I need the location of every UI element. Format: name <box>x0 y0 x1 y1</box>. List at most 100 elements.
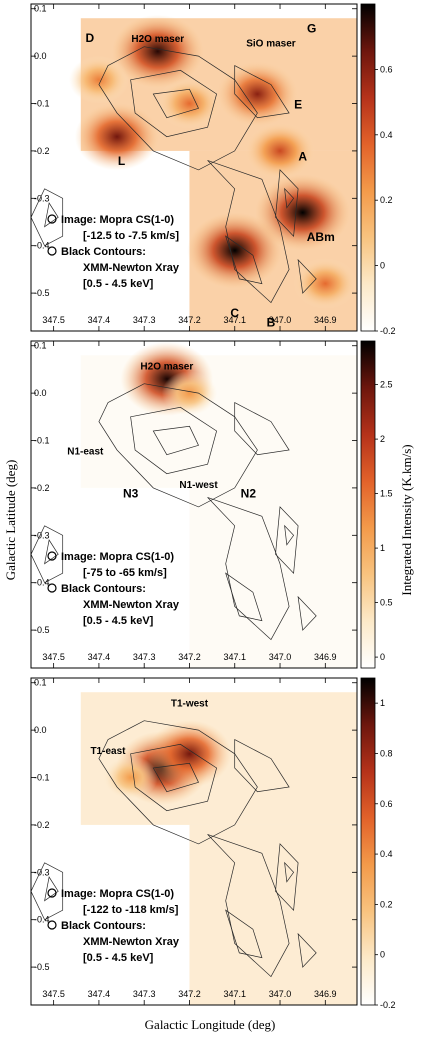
emission-peak <box>74 102 160 171</box>
colorbar-tick-label: 0.4 <box>380 849 393 859</box>
x-tick-label: 347.5 <box>42 315 65 325</box>
legend-line: [-122 to -118 km/s] <box>83 904 179 916</box>
x-tick-label: 347.3 <box>133 652 156 662</box>
xray-contour <box>297 932 317 968</box>
emission-peak <box>216 61 298 127</box>
xray-contour <box>297 258 317 294</box>
x-tick-label: 347.0 <box>269 315 292 325</box>
x-tick-label: 347.1 <box>223 989 246 999</box>
legend-marker <box>47 920 57 930</box>
legend-line: [-75 to -65 km/s] <box>83 567 167 579</box>
xray-contour <box>152 88 199 119</box>
xray-contour <box>152 425 199 456</box>
legend-line: Black Contours: <box>61 920 146 932</box>
x-tick-label: 347.0 <box>269 989 292 999</box>
x-tick-label: 347.1 <box>223 652 246 662</box>
xray-contour <box>130 743 218 812</box>
legend-line: XMM-Newton Xray <box>83 599 180 611</box>
y-tick-label: -0.1 <box>34 99 50 109</box>
panel-top: 347.5 347.4 347.3 347.2 347.1 347.0 346.9 0.1 0.… <box>30 3 396 336</box>
x-tick-label: 347.0 <box>269 652 292 662</box>
xray-contour <box>98 46 258 171</box>
colorbar-tick-label: 0.8 <box>380 748 393 758</box>
legend-line: XMM-Newton Xray <box>83 936 180 948</box>
annotation-label: C <box>230 306 239 320</box>
colorbar-tick-label: 1 <box>380 543 385 553</box>
colorbar <box>360 3 376 332</box>
y-tick-label: -0.2 <box>34 483 50 493</box>
y-axis-label: Galactic Latitude (deg) <box>3 460 18 581</box>
panel-frame <box>30 340 358 669</box>
x-axis-label: Galactic Longitude (deg) <box>145 1017 276 1032</box>
y-tick-label: -0.4 <box>34 578 50 588</box>
emission-peak <box>293 258 357 310</box>
legend-marker <box>47 551 57 561</box>
xray-contour <box>44 876 59 902</box>
xray-contour <box>275 169 299 237</box>
legend-marker <box>47 246 57 256</box>
panel-frame <box>30 3 358 332</box>
xray-contour <box>207 160 290 304</box>
xray-contour <box>98 720 258 845</box>
annotation-label: N3 <box>123 486 139 500</box>
xray-contour <box>275 843 299 911</box>
y-tick-label: 0.0 <box>34 388 47 398</box>
annotation-label: L <box>118 154 125 168</box>
y-tick-label: 0.1 <box>34 678 47 688</box>
y-tick-label: -0.1 <box>34 773 50 783</box>
emission-peak <box>103 755 158 800</box>
annotation-label: N1-east <box>67 447 104 458</box>
colorbar-tick-label: 0 <box>380 652 385 662</box>
panel-bottom: 347.5 347.4 347.3 347.2 347.1 347.0 346.9 0.1 0.… <box>30 677 396 1010</box>
annotation-label: N1-west <box>179 480 218 491</box>
xray-contour <box>31 188 64 247</box>
legend-line: Image: Mopra CS(1-0) <box>61 551 174 563</box>
xray-contour <box>31 862 64 921</box>
legend-line: Image: Mopra CS(1-0) <box>61 888 174 900</box>
xray-contour <box>225 572 263 622</box>
panel-frame <box>30 677 358 1006</box>
colorbar-tick-label: 0.2 <box>380 899 393 909</box>
colorbar-tick-label: 0.5 <box>380 598 393 608</box>
colorbar <box>360 340 376 669</box>
xray-contour <box>207 834 290 978</box>
x-tick-label: 347.3 <box>133 989 156 999</box>
x-tick-label: 347.5 <box>42 652 65 662</box>
legend-line: XMM-Newton Xray <box>83 262 180 274</box>
y-tick-label: -0.5 <box>34 625 50 635</box>
annotation-label: A <box>298 149 307 163</box>
x-tick-label: 347.4 <box>88 652 111 662</box>
legend-line: [-12.5 to -7.5 km/s] <box>83 230 179 242</box>
y-tick-label: -0.1 <box>34 436 50 446</box>
annotation-label: H2O maser <box>140 361 193 372</box>
y-tick-label: -0.5 <box>34 962 50 972</box>
x-tick-label: 347.1 <box>223 315 246 325</box>
xray-contour <box>130 406 218 475</box>
xray-contour <box>44 202 59 228</box>
y-tick-label: -0.4 <box>34 241 50 251</box>
y-tick-label: -0.2 <box>34 820 50 830</box>
xray-contour <box>207 497 290 641</box>
emission-peak <box>68 55 129 104</box>
colorbar-tick-label: 0 <box>380 950 385 960</box>
y-tick-label: -0.4 <box>34 915 50 925</box>
x-tick-label: 347.3 <box>133 315 156 325</box>
x-tick-label: 347.5 <box>42 989 65 999</box>
xray-contour <box>225 235 263 285</box>
xray-contour <box>234 739 290 793</box>
legend-line: [0.5 - 4.5 keV] <box>83 952 154 964</box>
colorbar-tick-label: 0.6 <box>380 799 393 809</box>
colorbar-axis-label: Integrated Intensity (K.km/s) <box>399 444 414 595</box>
emission-peak <box>244 122 316 180</box>
annotation-label: SiO maser <box>246 39 296 50</box>
emission-peak <box>147 720 232 788</box>
annotation-label: B <box>267 315 276 329</box>
colorbar-tick-label: -0.2 <box>380 326 396 336</box>
y-tick-label: -0.5 <box>34 288 50 298</box>
emission-peak <box>187 212 283 289</box>
xray-contour <box>44 539 59 565</box>
emission-peak <box>112 14 204 88</box>
legend-line: [0.5 - 4.5 keV] <box>83 278 154 290</box>
